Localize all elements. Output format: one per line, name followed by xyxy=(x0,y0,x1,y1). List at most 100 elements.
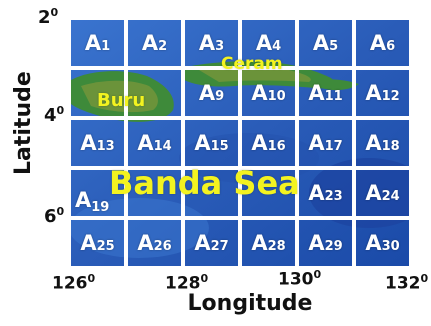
ceram-east-tip xyxy=(317,79,359,91)
cell-number: 13 xyxy=(96,138,115,154)
cell-a30: A 30 xyxy=(354,218,411,268)
cell-letter: A xyxy=(251,131,268,155)
cell-number: 17 xyxy=(324,138,343,154)
cell-number: 30 xyxy=(381,238,400,254)
cell-number: 10 xyxy=(267,88,286,104)
cell-number: 25 xyxy=(96,238,115,254)
cell-letter: A xyxy=(251,81,268,105)
cell-number: 18 xyxy=(381,138,400,154)
cell-number: 29 xyxy=(324,238,343,254)
cell-number: 27 xyxy=(210,238,229,254)
cell-letter: A xyxy=(80,131,97,155)
x-tick-128: 1280 xyxy=(165,272,209,294)
x-axis-label: Longitude xyxy=(187,291,313,316)
cell-number: 16 xyxy=(267,138,286,154)
cell-letter: A xyxy=(198,31,216,55)
deep-water-east xyxy=(309,158,411,228)
cell-number: 28 xyxy=(267,238,286,254)
grid-cells: A 1 A 2 A 3 A 4 A 5 A 6 A 9 A 10 A 11 A 12 A 13 A 14 A 15 A 16 A 17 A 1… xyxy=(69,18,411,268)
cell-number: 1 xyxy=(101,38,111,54)
cell-number: 26 xyxy=(153,238,172,254)
cell-a26: A 26 xyxy=(126,218,183,268)
cell-letter: A xyxy=(365,131,382,155)
cell-letter: A xyxy=(141,31,159,55)
cell-letter: A xyxy=(365,231,382,255)
buru-relief xyxy=(81,80,158,113)
cell-letter: A xyxy=(312,31,330,55)
cell-number: 6 xyxy=(386,38,396,54)
ceram-relief xyxy=(199,67,311,82)
label-banda-sea: Banda Sea xyxy=(109,164,300,202)
cell-number: 15 xyxy=(210,138,229,154)
cell-letter: A xyxy=(80,231,97,255)
cell-empty xyxy=(126,168,183,218)
cell-letter: A xyxy=(194,131,211,155)
cell-a12: A 12 xyxy=(354,68,411,118)
cell-a17: A 17 xyxy=(297,118,354,168)
x-tick-130: 1300 xyxy=(278,268,322,290)
cell-empty xyxy=(183,168,240,218)
cell-a27: A 27 xyxy=(183,218,240,268)
cell-number: 14 xyxy=(153,138,172,154)
shallow-water-sw xyxy=(69,198,209,258)
cell-empty xyxy=(126,68,183,118)
cell-letter: A xyxy=(369,31,387,55)
cell-number: 23 xyxy=(324,188,343,204)
cell-letter: A xyxy=(365,81,382,105)
cell-letter: A xyxy=(84,31,102,55)
cell-a16: A 16 xyxy=(240,118,297,168)
cell-a28: A 28 xyxy=(240,218,297,268)
cell-a10: A 10 xyxy=(240,68,297,118)
y-tick-2: 20 xyxy=(38,6,59,28)
cell-a14: A 14 xyxy=(126,118,183,168)
x-tick-126: 1260 xyxy=(52,272,96,294)
y-tick-6: 60 xyxy=(44,205,65,227)
cell-number: 3 xyxy=(215,38,225,54)
cell-a24: A 24 xyxy=(354,168,411,218)
cell-letter: A xyxy=(198,81,216,105)
cell-number: 19 xyxy=(91,200,110,215)
y-tick-4: 40 xyxy=(44,104,65,126)
cell-a18: A 18 xyxy=(354,118,411,168)
cell-letter: A xyxy=(194,231,211,255)
cell-number: 5 xyxy=(329,38,339,54)
cell-number: 12 xyxy=(381,88,400,104)
cell-a15: A 15 xyxy=(183,118,240,168)
map-area: A 1 A 2 A 3 A 4 A 5 A 6 A 9 A 10 A 11 A 12 A 13 A 14 A 15 A 16 A 17 A 1… xyxy=(69,18,411,268)
x-tick-132: 1320 xyxy=(385,272,429,294)
label-ceram: Ceram xyxy=(221,54,283,74)
cell-a25: A 25 xyxy=(69,218,126,268)
deep-water-central xyxy=(179,133,319,183)
cell-letter: A xyxy=(308,131,325,155)
cell-letter: A xyxy=(308,181,325,205)
cell-number: 24 xyxy=(381,188,400,204)
cell-number: 11 xyxy=(324,88,343,104)
cell-letter: A xyxy=(255,31,273,55)
cell-a13: A 13 xyxy=(69,118,126,168)
cell-letter: A xyxy=(137,231,154,255)
cell-empty xyxy=(240,168,297,218)
cell-letter: A xyxy=(365,181,382,205)
cell-letter: A xyxy=(137,131,154,155)
label-buru: Buru xyxy=(97,90,146,111)
cell-empty xyxy=(69,68,126,118)
cell-number: 4 xyxy=(272,38,282,54)
cell-a19: A 19 xyxy=(69,168,126,218)
cell-a23: A 23 xyxy=(297,168,354,218)
cell-letter: A xyxy=(251,231,268,255)
cell-a11: A 11 xyxy=(297,68,354,118)
cell-number: 9 xyxy=(215,88,225,104)
cell-a29: A 29 xyxy=(297,218,354,268)
y-axis-label: Latitude xyxy=(11,71,36,175)
cell-letter: A xyxy=(308,81,325,105)
cell-letter: A xyxy=(308,231,325,255)
cell-letter: A xyxy=(75,188,92,212)
cell-number: 2 xyxy=(158,38,168,54)
